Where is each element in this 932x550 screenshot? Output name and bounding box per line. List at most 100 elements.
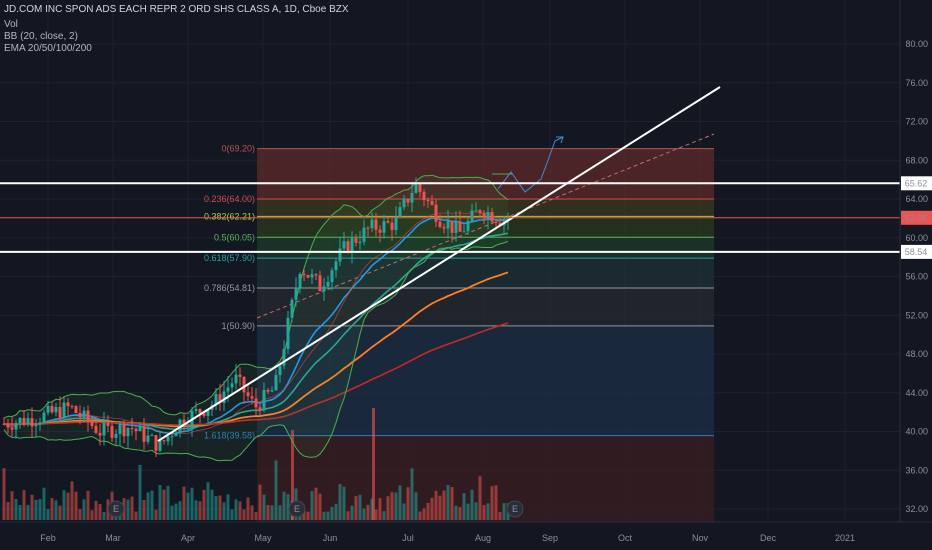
volume-bar (372, 408, 375, 520)
price-tick-label: 52.00 (905, 310, 928, 320)
candle-body (370, 219, 374, 229)
candle-body (14, 423, 18, 430)
candle-body (330, 270, 334, 283)
candle-body (206, 409, 210, 416)
volume-bar (274, 460, 278, 520)
volume-bar (206, 482, 210, 520)
candle-body (466, 220, 470, 232)
volume-bar (226, 494, 230, 520)
volume-bar (14, 498, 18, 520)
volume-bar (291, 430, 294, 520)
candle-body (230, 383, 234, 388)
fib-zone (257, 325, 714, 436)
volume-bar (438, 495, 442, 520)
candle-body (462, 231, 466, 233)
volume-bar (378, 498, 382, 520)
candle-body (338, 248, 342, 262)
price-marker-label: 62.06 (905, 213, 928, 223)
candle-body (306, 275, 310, 278)
indicator-ema[interactable]: EMA 20/50/100/200 (4, 43, 92, 54)
candle-body (26, 418, 30, 425)
price-marker-label: 58.54 (905, 247, 928, 257)
fib-level-label: 0.786(54.81) (204, 283, 255, 293)
fib-zone (257, 288, 714, 326)
volume-bar (66, 492, 70, 520)
candle-body (194, 409, 198, 412)
projection-arrow (556, 136, 564, 144)
bb-lower (3, 240, 509, 462)
volume-bar (382, 511, 386, 520)
volume-bar (202, 489, 206, 520)
candle-body (342, 241, 346, 249)
candle-body (6, 423, 10, 428)
volume-bar (174, 503, 178, 520)
volume-bar (150, 490, 154, 520)
volume-bar (490, 486, 494, 520)
volume-bar (418, 511, 422, 520)
trendline-drawings[interactable] (157, 86, 721, 442)
volume-bar (486, 503, 490, 520)
candle-body (326, 282, 330, 287)
volume-bar (26, 504, 30, 520)
candle-body (318, 275, 322, 292)
volume-bar (330, 506, 334, 520)
volume-bar (30, 494, 34, 520)
indicator-volume[interactable]: Vol (4, 19, 18, 30)
indicator-bollinger[interactable]: BB (20, close, 2) (4, 31, 78, 42)
volume-bar (86, 490, 90, 520)
candle-body (322, 286, 326, 292)
volume-bar (22, 490, 26, 520)
candle-body (186, 425, 190, 427)
time-tick-label: Jun (323, 533, 338, 543)
price-tick-label: 48.00 (905, 349, 928, 359)
symbol-title[interactable]: JD.COM INC SPON ADS EACH REPR 2 ORD SHS … (4, 4, 349, 15)
volume-bar (154, 509, 158, 520)
volume-bar (430, 497, 434, 520)
volume-bar (502, 503, 506, 520)
time-axis[interactable]: Feb Mar Apr May Jun Jul Aug Sep Oct Nov Dec 2021 (0, 521, 932, 550)
volume-bar (282, 491, 286, 520)
volume-bar (10, 491, 14, 520)
candle-body (358, 241, 362, 243)
volume-bar (278, 505, 282, 520)
time-tick-label: Apr (181, 533, 195, 543)
candle-body (334, 261, 338, 271)
candle-body (362, 227, 366, 242)
fib-level-label: 0.618(57.90) (204, 253, 255, 263)
volume-bar (210, 489, 214, 520)
price-axis[interactable]: 80.00 76.00 72.00 68.00 64.00 60.00 56.00 52.00… (899, 0, 932, 550)
candle-body (234, 374, 238, 384)
candle-body (214, 394, 218, 406)
trendline (157, 86, 721, 442)
candle-body (46, 405, 50, 413)
volume-bar (238, 501, 242, 520)
candle-body (222, 391, 226, 404)
candle-body (134, 428, 138, 432)
candle-body (498, 222, 502, 226)
fib-level-label: 0.236(64.00) (204, 194, 255, 204)
volume-bar (338, 484, 342, 520)
candle-body (22, 417, 26, 425)
candle-body (98, 432, 102, 436)
volume-bar (322, 511, 326, 520)
price-tick-label: 36.00 (905, 465, 928, 475)
volume-bar (38, 499, 42, 520)
candle-body (158, 440, 162, 451)
earnings-label: E (113, 504, 119, 514)
candle-body (94, 425, 98, 433)
projection-path (497, 136, 564, 193)
time-tick-label: Mar (105, 533, 121, 543)
candle-body (74, 406, 78, 413)
volume-bar (50, 498, 54, 520)
volume-bar (442, 490, 446, 520)
candle-body (290, 299, 294, 318)
candle-body (202, 413, 206, 416)
volume-bar (42, 487, 46, 520)
candle-body (446, 221, 450, 229)
candle-body (398, 207, 402, 217)
volume-bar (482, 505, 486, 520)
volume-bar (62, 490, 66, 520)
volume-bar (386, 496, 390, 520)
